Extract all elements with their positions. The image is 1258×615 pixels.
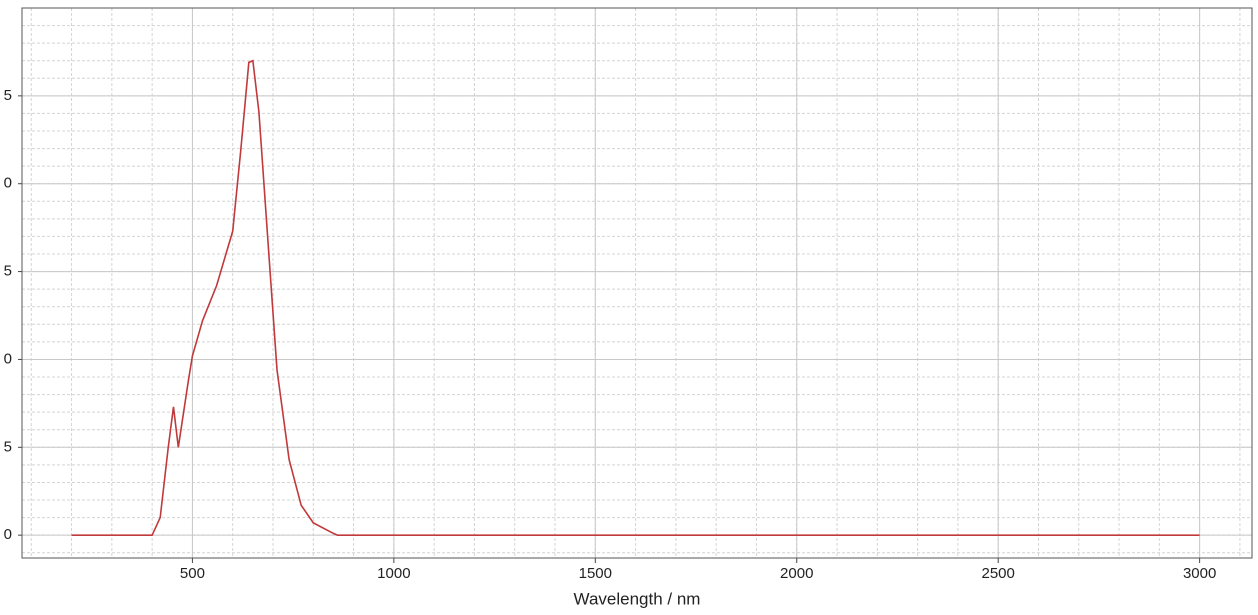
y-tick-label: 0 (4, 175, 12, 192)
x-tick-label: 1000 (377, 565, 410, 582)
x-tick-label: 2000 (780, 565, 813, 582)
spectrum-line (71, 59, 1200, 536)
y-tick-label: 0 (4, 526, 12, 543)
x-tick-label: 3000 (1183, 565, 1216, 582)
y-tick-label: 5 (4, 87, 12, 104)
x-tick-label: 1500 (579, 565, 612, 582)
x-tick-label: 2500 (981, 565, 1014, 582)
y-tick-label: 5 (4, 438, 12, 455)
y-tick-label: 0 (4, 350, 12, 367)
x-tick-label: 500 (180, 565, 205, 582)
y-tick-label: 5 (4, 263, 12, 280)
plot-frame (21, 7, 1253, 559)
x-axis-title: Wavelength / nm (574, 589, 701, 608)
